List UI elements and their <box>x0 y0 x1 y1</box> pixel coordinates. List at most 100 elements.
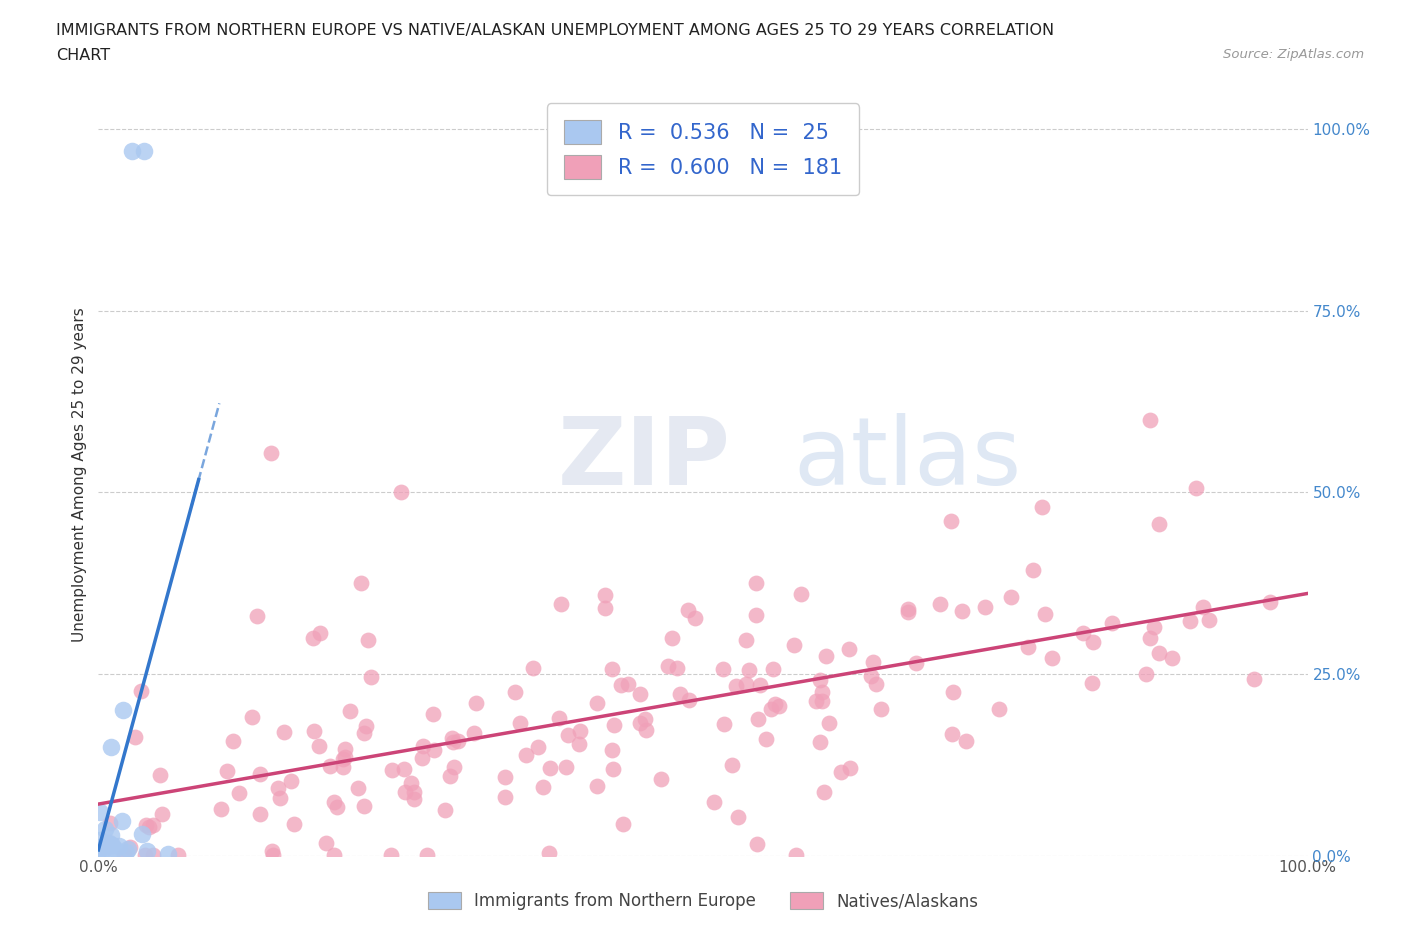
Point <box>150 806 173 821</box>
Point <box>302 631 325 645</box>
Point <box>955 733 977 748</box>
Point <box>735 632 758 647</box>
Point <box>568 724 591 738</box>
Point <box>870 701 893 716</box>
Point <box>727 809 749 824</box>
Point <box>725 678 748 693</box>
Point <box>394 762 416 777</box>
Point <box>865 677 887 692</box>
Point <box>98 836 121 851</box>
Point <box>636 723 658 737</box>
Point <box>522 660 544 675</box>
Point <box>332 759 354 774</box>
Point <box>557 728 579 743</box>
Point <box>628 716 651 731</box>
Point <box>100 816 122 830</box>
Point <box>353 725 375 740</box>
Point <box>941 513 963 528</box>
Point <box>721 758 744 773</box>
Point <box>785 847 807 862</box>
Point <box>394 784 416 799</box>
Point <box>676 603 699 618</box>
Point <box>595 601 617 616</box>
Point <box>280 773 302 788</box>
Point <box>602 762 624 777</box>
Point <box>302 723 325 737</box>
Point <box>111 814 134 829</box>
Point <box>547 711 569 725</box>
Point <box>783 638 806 653</box>
Point <box>402 784 425 799</box>
Point <box>440 731 463 746</box>
Point <box>600 743 623 758</box>
Point <box>762 661 785 676</box>
Point <box>89 842 111 857</box>
Point <box>538 760 561 775</box>
Point <box>422 706 444 721</box>
Point <box>332 751 354 766</box>
Point <box>89 840 111 855</box>
Point <box>115 844 138 859</box>
Point <box>121 143 143 158</box>
Point <box>269 791 291 806</box>
Point <box>678 692 700 707</box>
Point <box>104 842 127 857</box>
Point <box>713 717 735 732</box>
Point <box>404 792 426 807</box>
Point <box>509 716 531 731</box>
Point <box>1185 480 1208 495</box>
Point <box>131 827 153 842</box>
Point <box>319 759 342 774</box>
Point <box>434 803 457 817</box>
Point <box>416 847 439 862</box>
Point <box>100 844 122 859</box>
Point <box>585 779 607 794</box>
Point <box>1017 639 1039 654</box>
Point <box>142 817 165 832</box>
Point <box>97 837 120 852</box>
Point <box>593 588 616 603</box>
Point <box>665 661 688 676</box>
Point <box>156 846 179 861</box>
Point <box>602 718 624 733</box>
Point <box>1180 614 1202 629</box>
Point <box>1198 612 1220 627</box>
Point <box>1161 650 1184 665</box>
Point <box>838 642 860 657</box>
Point <box>353 799 375 814</box>
Point <box>446 734 468 749</box>
Point <box>747 711 769 726</box>
Point <box>142 847 165 862</box>
Legend: Immigrants from Northern Europe, Natives/Alaskans: Immigrants from Northern Europe, Natives… <box>420 885 986 917</box>
Point <box>1081 635 1104 650</box>
Point <box>811 684 834 699</box>
Text: Source: ZipAtlas.com: Source: ZipAtlas.com <box>1223 48 1364 61</box>
Point <box>531 779 554 794</box>
Point <box>423 743 446 758</box>
Point <box>747 836 769 851</box>
Point <box>246 609 269 624</box>
Point <box>263 847 285 862</box>
Point <box>273 725 295 740</box>
Point <box>100 739 122 754</box>
Point <box>494 770 516 785</box>
Point <box>217 764 239 778</box>
Point <box>1191 599 1213 614</box>
Point <box>441 735 464 750</box>
Point <box>124 730 146 745</box>
Point <box>266 780 288 795</box>
Point <box>439 769 461 784</box>
Point <box>166 847 188 862</box>
Text: CHART: CHART <box>56 48 110 63</box>
Point <box>111 703 134 718</box>
Point <box>325 800 347 815</box>
Point <box>1000 590 1022 604</box>
Point <box>333 741 356 756</box>
Point <box>91 843 114 857</box>
Point <box>464 696 486 711</box>
Point <box>1135 667 1157 682</box>
Point <box>349 576 371 591</box>
Point <box>811 693 834 708</box>
Point <box>129 684 152 698</box>
Point <box>610 677 633 692</box>
